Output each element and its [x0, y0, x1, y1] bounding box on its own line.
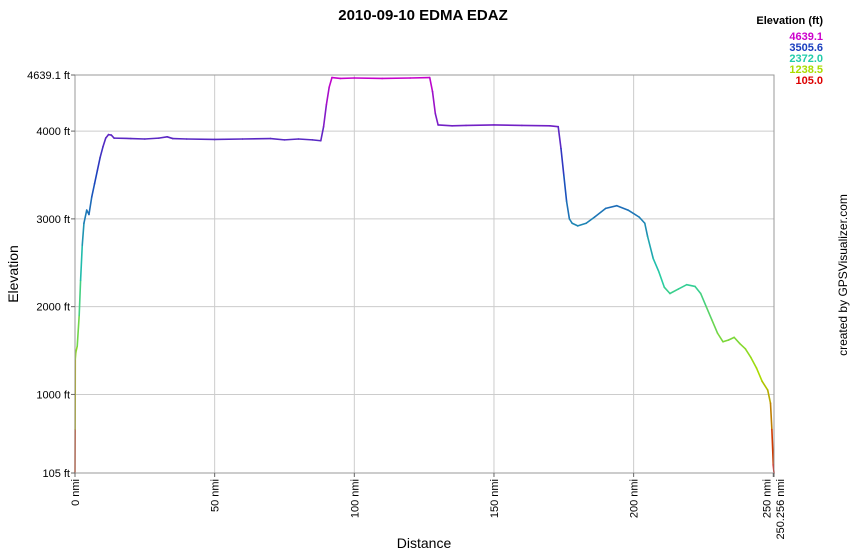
elevation-segment	[766, 389, 772, 405]
elevation-segment	[328, 76, 333, 89]
elevation-segment	[565, 200, 571, 220]
plot-area	[74, 74, 775, 474]
elevation-series	[74, 76, 775, 474]
elevation-segment	[549, 125, 560, 128]
y-tick-label: 105 ft	[42, 468, 70, 480]
elevation-segment	[560, 147, 565, 176]
elevation-segment	[657, 270, 666, 289]
elevation-segment	[81, 222, 85, 247]
elevation-segment	[711, 319, 719, 334]
y-tick-label: 4639.1 ft	[27, 70, 70, 82]
elevation-segment	[705, 305, 713, 321]
elevation-segment	[755, 367, 763, 383]
elevation-segment	[669, 288, 680, 295]
elevation-segment	[694, 285, 702, 295]
elevation-segment	[699, 292, 708, 308]
elevation-segment	[319, 125, 325, 142]
elevation-segment	[744, 347, 752, 359]
elevation-segment	[434, 112, 439, 126]
elevation-segment	[677, 283, 688, 290]
y-tick-label: 4000 ft	[36, 126, 70, 138]
elevation-segment	[604, 204, 618, 210]
elevation-segment	[283, 138, 300, 141]
elevation-segment	[738, 342, 747, 350]
elevation-segment	[93, 169, 99, 185]
elevation-segment	[157, 136, 168, 139]
x-tick-label: 250 nmi	[761, 479, 773, 518]
elevation-segment	[652, 257, 660, 273]
elevation-segment	[144, 137, 160, 140]
elevation-segment	[761, 380, 769, 391]
elevation-segment	[78, 279, 82, 317]
elevation-segment	[437, 124, 453, 127]
elevation-segment	[568, 218, 573, 225]
elevation-segment	[585, 216, 596, 225]
y-tick-label: 3000 ft	[36, 214, 70, 226]
elevation-segment	[627, 209, 641, 218]
legend: Elevation (ft) 4639.13505.62372.01238.510…	[756, 15, 823, 87]
x-tick-label: 0 nmi	[70, 479, 82, 506]
elevation-segment	[727, 336, 735, 341]
x-axis-ticks: 0 nmi 50 nmi 100 nmi 150 nmi 200 nmi 250 nmi 2…	[70, 473, 787, 540]
grid	[75, 75, 774, 473]
elevation-segment	[557, 125, 562, 150]
elevation-segment	[166, 136, 174, 140]
elevation-segment	[96, 156, 101, 172]
elevation-segment	[99, 146, 104, 159]
legend-title: Elevation (ft)	[756, 15, 823, 27]
elevation-segment	[638, 216, 646, 225]
elevation-segment	[269, 137, 286, 141]
y-tick-label: 2000 ft	[36, 302, 70, 314]
elevation-segment	[576, 222, 587, 227]
elevation-segment	[90, 182, 96, 198]
y-axis-title: Elevation	[5, 245, 21, 303]
legend-entry: 4639.1	[789, 31, 823, 43]
elevation-segment	[771, 428, 775, 466]
chart-title: 2010-09-10 EDMA EDAZ	[338, 7, 508, 24]
x-tick-label: 150 nmi	[489, 479, 501, 518]
elevation-segment	[571, 222, 579, 227]
elevation-segment	[663, 286, 671, 295]
elevation-segment	[616, 204, 629, 211]
elevation-segment	[297, 138, 314, 141]
elevation-segment	[322, 103, 328, 128]
elevation-segment	[722, 339, 730, 343]
legend-entry: 105.0	[795, 75, 823, 87]
legend-entry: 3505.6	[789, 42, 823, 54]
elevation-segment	[79, 244, 84, 282]
legend-entry: 2372.0	[789, 53, 823, 65]
elevation-segment	[769, 402, 773, 431]
elevation-segment	[88, 196, 93, 216]
y-axis-ticks: 105 ft 1000 ft 2000 ft 3000 ft 4000 ft 4639.1…	[27, 70, 75, 480]
elevation-segment	[102, 137, 107, 148]
x-tick-label: 100 nmi	[349, 479, 361, 518]
elevation-segment	[331, 76, 342, 80]
y-tick-label: 1000 ft	[36, 389, 70, 401]
elevation-segment	[76, 314, 80, 347]
elevation-segment	[750, 356, 758, 369]
elevation-segment	[311, 139, 322, 142]
elevation-segment	[644, 222, 649, 238]
legend-entry: 1238.5	[789, 64, 823, 76]
elevation-segment	[562, 174, 568, 203]
elevation-segment	[646, 235, 654, 260]
elevation-segment	[75, 345, 79, 354]
elevation-segment	[431, 90, 437, 115]
elevation-segment	[83, 209, 88, 225]
elevation-segment	[325, 86, 330, 106]
x-axis-title: Distance	[397, 535, 452, 550]
x-tick-label: 200 nmi	[629, 479, 641, 518]
x-tick-label: 250.256 nmi	[775, 479, 787, 540]
elevation-segment	[716, 332, 724, 343]
elevation-segment	[428, 76, 434, 93]
x-tick-label: 50 nmi	[210, 479, 222, 512]
elevation-segment	[733, 336, 741, 345]
credit-text: created by GPSVisualizer.com	[836, 194, 850, 356]
elevation-segment	[685, 283, 696, 288]
elevation-segment	[593, 207, 607, 218]
